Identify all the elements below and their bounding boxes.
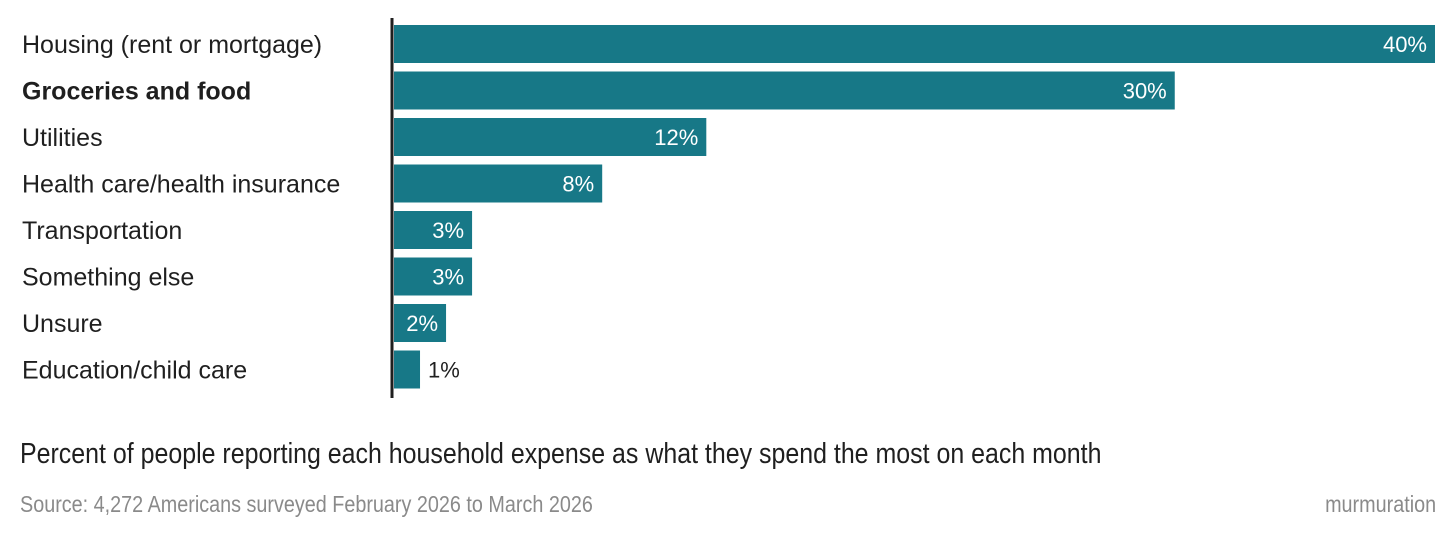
bars-layer: 40% 30% 12% 8% 3% 3% 2% 1% (394, 25, 1435, 389)
category-label: Education/child care (22, 357, 247, 385)
category-label: Unsure (22, 310, 103, 338)
value-label: 12% (654, 125, 698, 150)
category-label: Health care/health insurance (22, 171, 340, 199)
bar (394, 71, 1175, 110)
category-label: Groceries and food (22, 78, 251, 106)
category-label: Housing (rent or mortgage) (22, 31, 322, 59)
category-label: Transportation (22, 217, 182, 245)
value-label: 8% (562, 172, 594, 197)
chart-canvas: 40% 30% 12% 8% 3% 3% 2% 1% Housing (rent or mor… (22, 18, 1435, 398)
bar (394, 257, 473, 296)
brand-name: murmuration (1324, 491, 1436, 517)
chart-title: Percent of people reporting each househo… (20, 438, 1102, 470)
bar (394, 118, 707, 156)
bar (394, 304, 447, 342)
bar (394, 211, 473, 249)
value-label: 30% (1123, 79, 1167, 104)
bar (394, 350, 421, 389)
category-label: Something else (22, 264, 194, 292)
bar (394, 164, 603, 203)
value-label: 3% (432, 218, 464, 243)
value-label: 3% (432, 265, 464, 290)
value-label: 2% (406, 311, 438, 336)
source-note: Source: 4,272 Americans surveyed Februar… (20, 491, 593, 517)
category-label: Utilities (22, 124, 103, 152)
value-label: 40% (1383, 32, 1427, 57)
category-labels: Housing (rent or mortgage) Groceries and … (22, 31, 340, 385)
bar (394, 25, 1435, 63)
value-label: 1% (428, 358, 460, 383)
